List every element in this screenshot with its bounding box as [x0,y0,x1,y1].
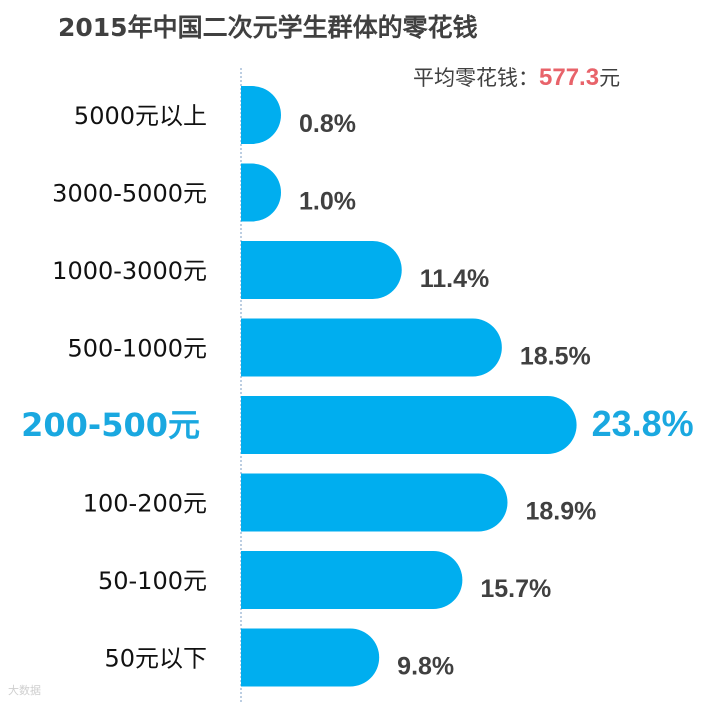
category-label: 50元以下 [104,645,207,673]
bar [241,551,463,609]
category-label: 500-1000元 [67,335,207,363]
data-label: 1.0% [299,188,356,216]
bar [241,241,402,299]
bar [241,396,577,454]
data-label: 23.8% [592,403,694,444]
data-label: 9.8% [397,653,454,681]
bar [241,86,281,144]
category-label: 200-500元 [21,406,200,444]
category-label: 5000元以上 [74,102,207,130]
data-label: 18.5% [520,343,591,371]
data-label: 0.8% [299,110,356,138]
bar [241,163,281,222]
data-label: 18.9% [525,498,596,526]
category-label: 1000-3000元 [52,257,207,285]
bar [241,473,508,532]
average-unit: 元 [599,66,621,90]
average-label: 平均零花钱： [413,66,539,90]
bar [241,628,380,687]
average-value: 577.3 [539,64,600,91]
category-label: 100-200元 [83,490,207,518]
average-allowance: 平均零花钱：577.3元 [413,62,620,92]
watermark: 大数据 [8,682,41,698]
chart-title: 2015年中国二次元学生群体的零花钱 [58,13,478,42]
watermark-text: 大数据 [8,684,41,697]
category-label: 50-100元 [98,567,207,595]
category-label: 3000-5000元 [52,180,207,208]
data-label: 11.4% [420,265,490,293]
data-label: 15.7% [480,575,551,603]
bar [241,318,502,377]
